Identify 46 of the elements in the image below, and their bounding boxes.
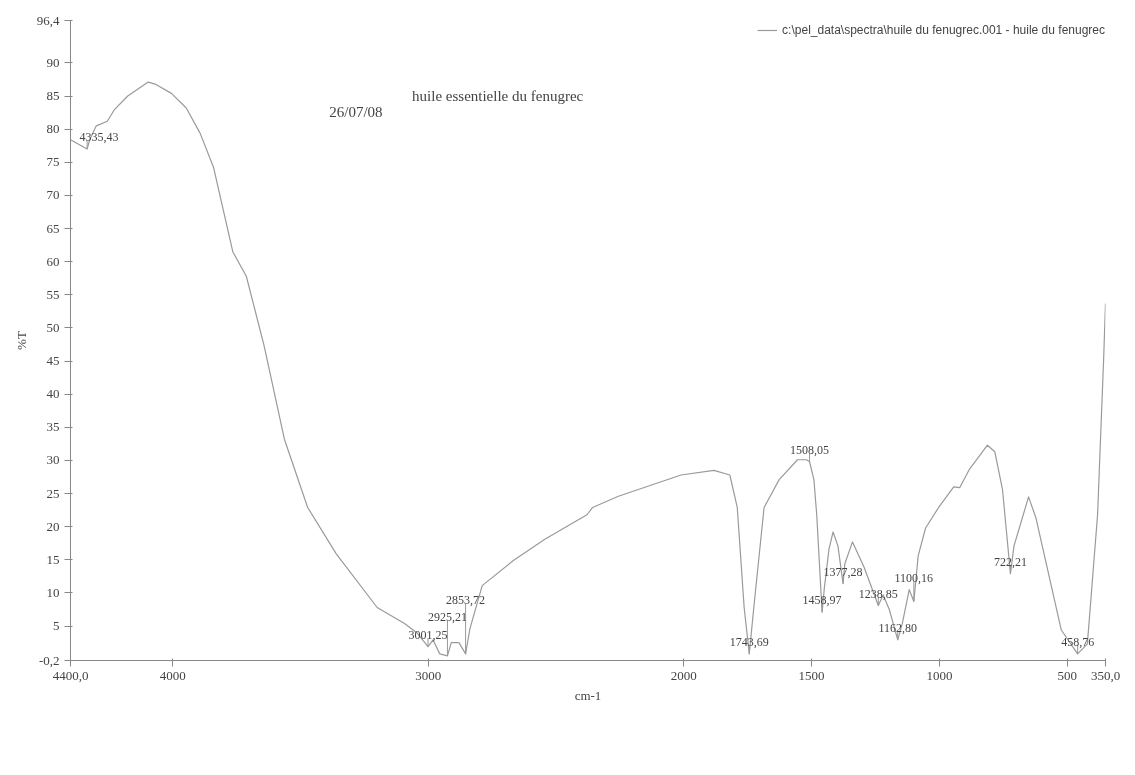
y-tick-label: 70 xyxy=(46,187,60,203)
annotation: 3001,25 xyxy=(408,627,448,642)
x-tick-label: 1500 xyxy=(798,667,825,683)
y-tick-label: 5 xyxy=(53,618,60,634)
y-tick-label: 55 xyxy=(46,286,60,302)
y-tick-label: 75 xyxy=(46,154,60,170)
annotation: 1508,05 xyxy=(790,442,830,457)
y-tick-label: 30 xyxy=(46,452,60,468)
text: 26/07/08 xyxy=(329,103,383,120)
y-tick-label: 45 xyxy=(46,353,60,369)
x-tick-label: 4000 xyxy=(159,667,186,683)
x-tick-label: 1000 xyxy=(926,667,953,683)
annotation: 1100,16 xyxy=(894,570,934,585)
annotation: 458,76 xyxy=(1061,634,1095,649)
x-axis-title: cm-1 xyxy=(574,687,602,703)
x-tick-label: 2000 xyxy=(670,667,697,683)
annotation: 1162,80 xyxy=(878,620,918,635)
y-tick-label: 20 xyxy=(46,518,60,534)
y-tick-label: 50 xyxy=(46,319,60,335)
annotation: 722,21 xyxy=(993,554,1027,569)
annotation: 1458,97 xyxy=(802,593,842,608)
legend-label: c:\pel_data\spectra\huile du fenugrec.001 - huile du fenugrec xyxy=(782,23,1105,37)
x-tick-label: 3000 xyxy=(415,667,442,683)
annotation: 2853,72 xyxy=(446,592,486,607)
y-tick-label: 25 xyxy=(46,485,60,501)
y-tick-label: 85 xyxy=(46,88,60,104)
y-tick-label: 96,4 xyxy=(36,12,60,28)
y-tick-label: 10 xyxy=(46,584,60,600)
text: huile essentielle du fenugrec xyxy=(412,87,584,104)
y-axis-title: %T xyxy=(13,331,29,350)
y-tick-label: 65 xyxy=(46,220,60,236)
x-tick-label: 4400,0 xyxy=(52,667,89,683)
annotation: 4335,43 xyxy=(79,130,119,145)
annotation: 1743,69 xyxy=(729,634,769,649)
y-tick-label: 40 xyxy=(46,386,60,402)
x-tick-label: 500 xyxy=(1057,667,1077,683)
annotation: 1238,85 xyxy=(858,586,898,601)
annotation: 2925,21 xyxy=(427,609,467,624)
y-tick-label: 35 xyxy=(46,419,60,435)
y-tick-label: 60 xyxy=(46,253,60,269)
y-tick-label: 15 xyxy=(46,551,60,567)
y-tick-label: 90 xyxy=(46,54,60,70)
annotation: 1377,28 xyxy=(823,564,863,579)
y-tick-label: 80 xyxy=(46,121,60,137)
x-tick-label: 350,0 xyxy=(1090,667,1121,683)
y-tick-label: -0,2 xyxy=(38,652,60,668)
